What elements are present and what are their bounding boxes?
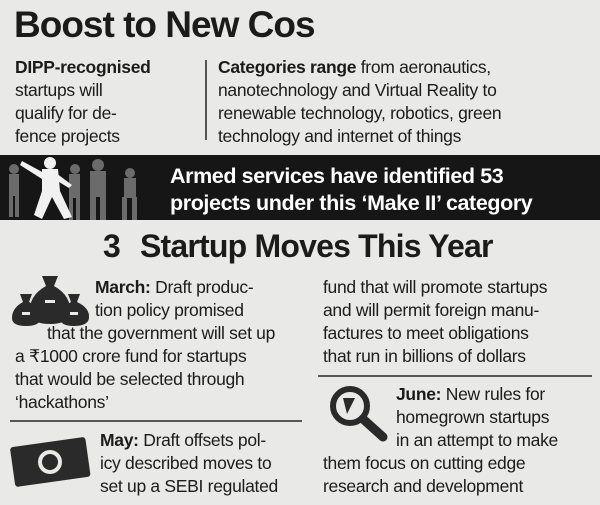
text-line: fund that will promote startups	[323, 277, 548, 297]
moves-number: 3	[103, 228, 121, 264]
intro-right: Categories range from aeronautics, nanot…	[218, 56, 502, 148]
text-line: factures to meet obligations	[323, 323, 529, 343]
moves-title: Startup Moves This Year	[140, 228, 494, 264]
title: Boost to New Cos	[14, 4, 316, 45]
text-line: nanotechnology and Virtual Reality to	[218, 80, 497, 100]
soldier-silhouettes	[9, 157, 137, 220]
banner-line: Armed services have identified 53	[170, 164, 504, 188]
text-line: Draft offsets pol-	[138, 430, 266, 450]
text-line: Draft produc-	[150, 277, 254, 297]
money-bags-icon	[12, 276, 90, 326]
text-line: them focus on cutting edge	[323, 453, 526, 473]
text-line: renewable technology, robotics, green	[218, 103, 502, 123]
banner: Armed services have identified 53 projec…	[0, 155, 600, 220]
text-line: that the government will set up	[47, 323, 276, 343]
text-line: that would be selected through	[15, 369, 245, 389]
text-line: research and development	[323, 476, 524, 496]
intro-left: DIPP-recognised startups will qualify fo…	[15, 56, 151, 148]
text-line: and will permit foreign manu-	[323, 300, 539, 320]
banner-line: projects under this ‘Make II’ category	[170, 191, 533, 215]
june-label: June:	[396, 384, 442, 404]
text-line: fence projects	[15, 126, 120, 146]
separator	[205, 60, 207, 140]
divider	[10, 420, 302, 422]
text-line: homegrown startups	[396, 407, 550, 427]
june-text: June: New rules for	[396, 383, 545, 406]
text-line: ‘hackathons’	[15, 392, 109, 412]
may-text: May: Draft offsets pol-	[100, 429, 266, 452]
text-line: that run in billions of dollars	[323, 346, 526, 366]
may-label: May:	[100, 430, 139, 450]
text-line: from aeronautics,	[356, 57, 491, 77]
text-line: icy described moves to	[100, 453, 272, 473]
text-line: set up a SEBI regulated	[100, 476, 278, 496]
text-line: a ₹1000 crore fund for startups	[15, 346, 247, 366]
march-text: March: Draft produc-	[95, 276, 254, 299]
text-line: startups will	[15, 80, 103, 100]
intro-left-lead: DIPP-recognised	[15, 57, 151, 77]
intro-right-lead: Categories range	[218, 57, 357, 77]
divider	[318, 375, 592, 377]
text-line: tion policy promised	[95, 300, 244, 320]
magnifier-icon	[330, 386, 388, 442]
text-line: technology and internet of things	[218, 126, 462, 146]
text-line: in an attempt to make	[396, 430, 558, 450]
march-label: March:	[95, 277, 151, 297]
text-line: qualify for de-	[15, 103, 117, 123]
text-line: New rules for	[441, 384, 546, 404]
cash-icon	[10, 437, 91, 487]
